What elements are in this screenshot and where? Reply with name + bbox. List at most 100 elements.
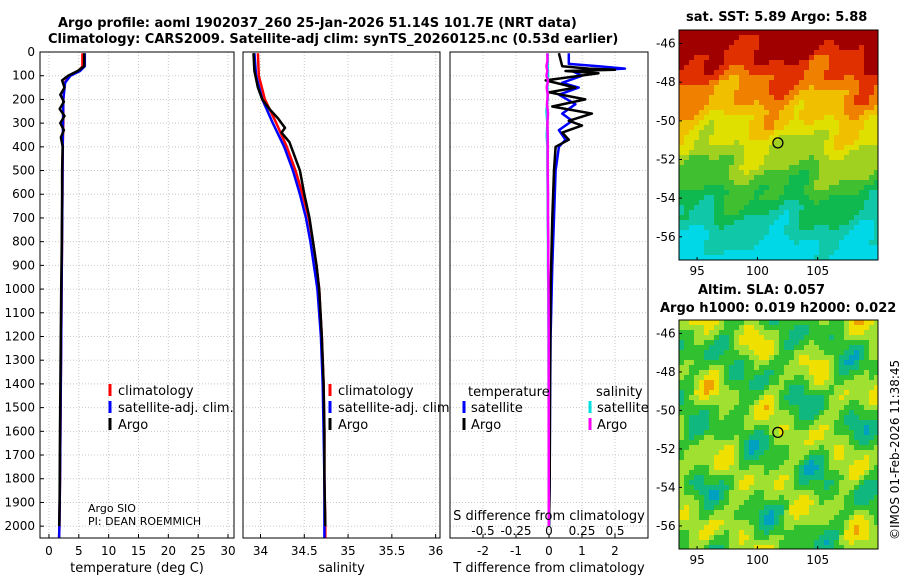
y-tick-label: 200 — [12, 92, 35, 106]
legend-label: satellite — [471, 401, 523, 416]
y-tick-label: 700 — [12, 211, 35, 225]
lon-tick-label: 95 — [689, 264, 704, 278]
lat-tick-label: -54 — [656, 191, 676, 205]
lat-tick-label: -46 — [656, 326, 676, 340]
lat-tick-label: -48 — [656, 365, 676, 379]
series-line-argo — [252, 53, 327, 527]
legend-label: Argo — [118, 418, 148, 433]
series-group — [252, 53, 327, 538]
profile-panel-salinity-profile: 34 34.5 35 35.5 36 salinity climatology satelli… — [242, 51, 454, 576]
series-line-argo — [57, 53, 86, 527]
lat-tick-label: -56 — [656, 230, 676, 244]
lon-tick-label: 100 — [746, 553, 769, 567]
y-tick-label: 900 — [12, 258, 35, 272]
x2-tick-label: 0.5 — [605, 524, 624, 538]
x-axis-label: salinity — [318, 561, 365, 576]
x2-tick-label: 0 — [545, 524, 553, 538]
x-tick-label: 0 — [545, 544, 553, 558]
legend-label: satellite-adj. clim. — [118, 401, 234, 416]
x-tick-label: 1 — [578, 544, 586, 558]
y-tick-label: 1600 — [4, 424, 35, 438]
legend-label: satellite-adj. clim. — [338, 401, 454, 416]
x2-axis-label: S difference from climatology — [453, 509, 645, 524]
x-tick-label: 15 — [131, 544, 146, 558]
x-tick-label: -1 — [510, 544, 522, 558]
axes-frame — [39, 51, 235, 539]
axes-frame — [242, 51, 441, 539]
series-group — [57, 53, 87, 538]
lat-tick-label: -52 — [656, 152, 676, 166]
x-tick-label: 0 — [45, 544, 53, 558]
lat-tick-label: -54 — [656, 480, 676, 494]
series-line-temperature-argo — [544, 52, 617, 527]
y-tick-label: 400 — [12, 140, 35, 154]
sst-map-title: sat. SST: 5.89 Argo: 5.88 — [686, 10, 868, 25]
y-tick-label: 1500 — [4, 401, 35, 415]
legend-swatch — [462, 418, 466, 430]
plot-area — [243, 52, 440, 538]
y-tick-label: 1900 — [4, 495, 35, 509]
lat-tick-label: -56 — [656, 519, 676, 533]
legend-swatch — [328, 384, 332, 396]
x2-tick-label: -0.25 — [500, 524, 531, 538]
legend-label: Argo — [338, 418, 368, 433]
legend-label: climatology — [338, 384, 414, 399]
sst-map-image — [679, 30, 878, 260]
sst-float-marker — [772, 137, 784, 149]
legend-label: climatology — [118, 384, 194, 399]
y-tick-label: 800 — [12, 235, 35, 249]
legend-group-title: salinity — [596, 385, 643, 400]
lon-tick-label: 95 — [689, 553, 704, 567]
lon-tick-label: 105 — [806, 264, 829, 278]
legend-label: satellite — [597, 401, 649, 416]
float-source-label: Argo SIO — [88, 502, 136, 515]
sla-map-title-line-1: Altim. SLA: 0.057 — [698, 283, 825, 298]
figure-title-line-1: Argo profile: aoml 1902037_260 25-Jan-20… — [58, 16, 577, 31]
y-tick-label: 1300 — [4, 353, 35, 367]
lon-tick-label: 100 — [746, 264, 769, 278]
x-tick-label: 25 — [191, 544, 206, 558]
lon-tick-label: 105 — [806, 553, 829, 567]
x-tick-label: 35.5 — [378, 544, 405, 558]
x-tick-label: 20 — [161, 544, 176, 558]
figure-title-line-2: Climatology: CARS2009. Satellite-adj cli… — [48, 32, 619, 47]
plot-area — [40, 52, 234, 538]
lat-tick-label: -52 — [656, 442, 676, 456]
y-tick-label: 100 — [12, 69, 35, 83]
x-tick-label: 2 — [611, 544, 619, 558]
series-group — [544, 52, 627, 527]
pi-label: PI: DEAN ROEMMICH — [88, 515, 202, 528]
y-tick-label: 1400 — [4, 377, 35, 391]
sla-map-title-line-2: Argo h1000: 0.019 h2000: 0.022 — [660, 301, 897, 316]
sla-map: -46 -48 -50 -52 -54 -56 95 100 105 — [656, 319, 879, 567]
y-tick-label: 300 — [12, 116, 35, 130]
y-tick-label: 500 — [12, 164, 35, 178]
legend-swatch — [108, 384, 112, 396]
legend-swatch — [108, 418, 112, 430]
sla-map-frame — [678, 319, 879, 550]
legend-swatch — [588, 401, 592, 413]
x-axis-label: T difference from climatology — [452, 561, 645, 576]
y-tick-label: 1800 — [4, 472, 35, 486]
legend-label: Argo — [471, 418, 501, 433]
y-tick-label: 1000 — [4, 282, 35, 296]
lat-tick-label: -50 — [656, 403, 676, 417]
y-tick-label: 1200 — [4, 329, 35, 343]
legend-swatch — [108, 401, 112, 413]
x-tick-label: 35 — [340, 544, 355, 558]
legend-swatch — [588, 418, 592, 430]
x-axis-label: temperature (deg C) — [70, 561, 204, 576]
x-tick-label: 34 — [253, 544, 268, 558]
sla-map-image — [679, 320, 878, 549]
legend-swatch — [462, 401, 466, 413]
x-tick-label: 30 — [220, 544, 235, 558]
y-tick-label: 600 — [12, 187, 35, 201]
legend-swatch — [328, 401, 332, 413]
x-tick-label: 36 — [428, 544, 443, 558]
sla-float-marker — [772, 426, 784, 439]
x-tick-label: -2 — [477, 544, 489, 558]
x2-tick-label: 0.25 — [569, 524, 596, 538]
legend-swatch — [328, 418, 332, 430]
imos-credit: ©IMOS 01-Feb-2026 11:38:45 — [888, 359, 900, 540]
